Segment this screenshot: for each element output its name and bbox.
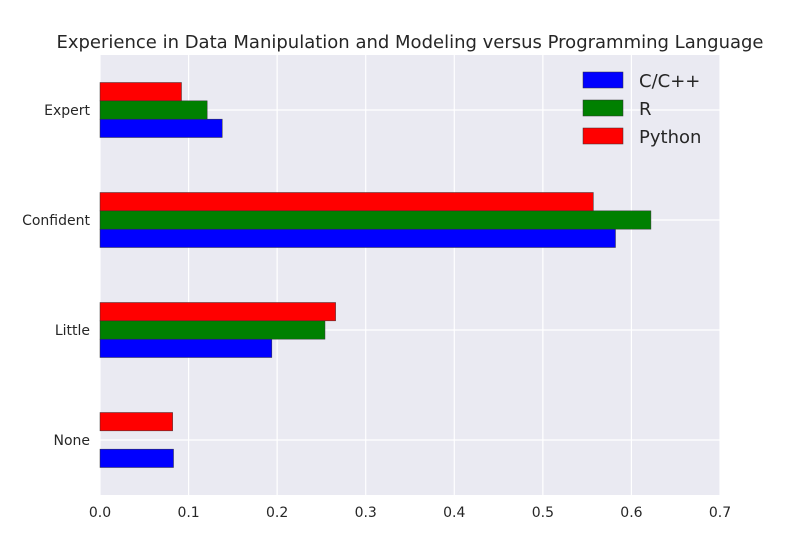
legend-swatch	[582, 71, 624, 89]
x-tick-label: 0.2	[266, 505, 288, 521]
legend-label: Python	[639, 127, 701, 148]
bar-r-little	[99, 320, 326, 340]
bar-c-c--confident	[99, 228, 616, 248]
y-tick-label: Expert	[44, 103, 90, 119]
chart-title: Experience in Data Manipulation and Mode…	[56, 32, 763, 53]
legend-swatch	[582, 99, 624, 117]
bar-python-expert	[99, 82, 182, 102]
bars	[99, 82, 652, 468]
bar-c-c--expert	[99, 118, 223, 138]
bar-python-little	[99, 302, 336, 322]
x-tick-label: 0.3	[355, 505, 377, 521]
x-tick-label: 0.6	[620, 505, 642, 521]
x-tick-label: 0.4	[443, 505, 465, 521]
bar-python-none	[99, 412, 173, 432]
bar-c-c--little	[99, 338, 273, 358]
bar-r-confident	[99, 210, 652, 230]
legend: C/C++ R Python	[582, 71, 701, 148]
x-tick-label: 0.7	[709, 505, 731, 521]
legend-label: R	[639, 99, 652, 120]
ticks: 0.0 0.1 0.2 0.3 0.4 0.5 0.6 0.7 None Little Confid…	[22, 103, 731, 521]
bar-python-confident	[99, 192, 594, 212]
y-tick-label: None	[53, 433, 90, 449]
y-tick-label: Confident	[22, 213, 90, 229]
legend-swatch	[582, 127, 624, 145]
legend-label: C/C++	[639, 71, 700, 92]
bar-r-expert	[99, 100, 208, 120]
bar-c-c--none	[99, 448, 174, 468]
x-tick-label: 0.0	[89, 505, 111, 521]
x-tick-label: 0.5	[532, 505, 554, 521]
x-tick-label: 0.1	[177, 505, 199, 521]
y-tick-label: Little	[55, 323, 90, 339]
